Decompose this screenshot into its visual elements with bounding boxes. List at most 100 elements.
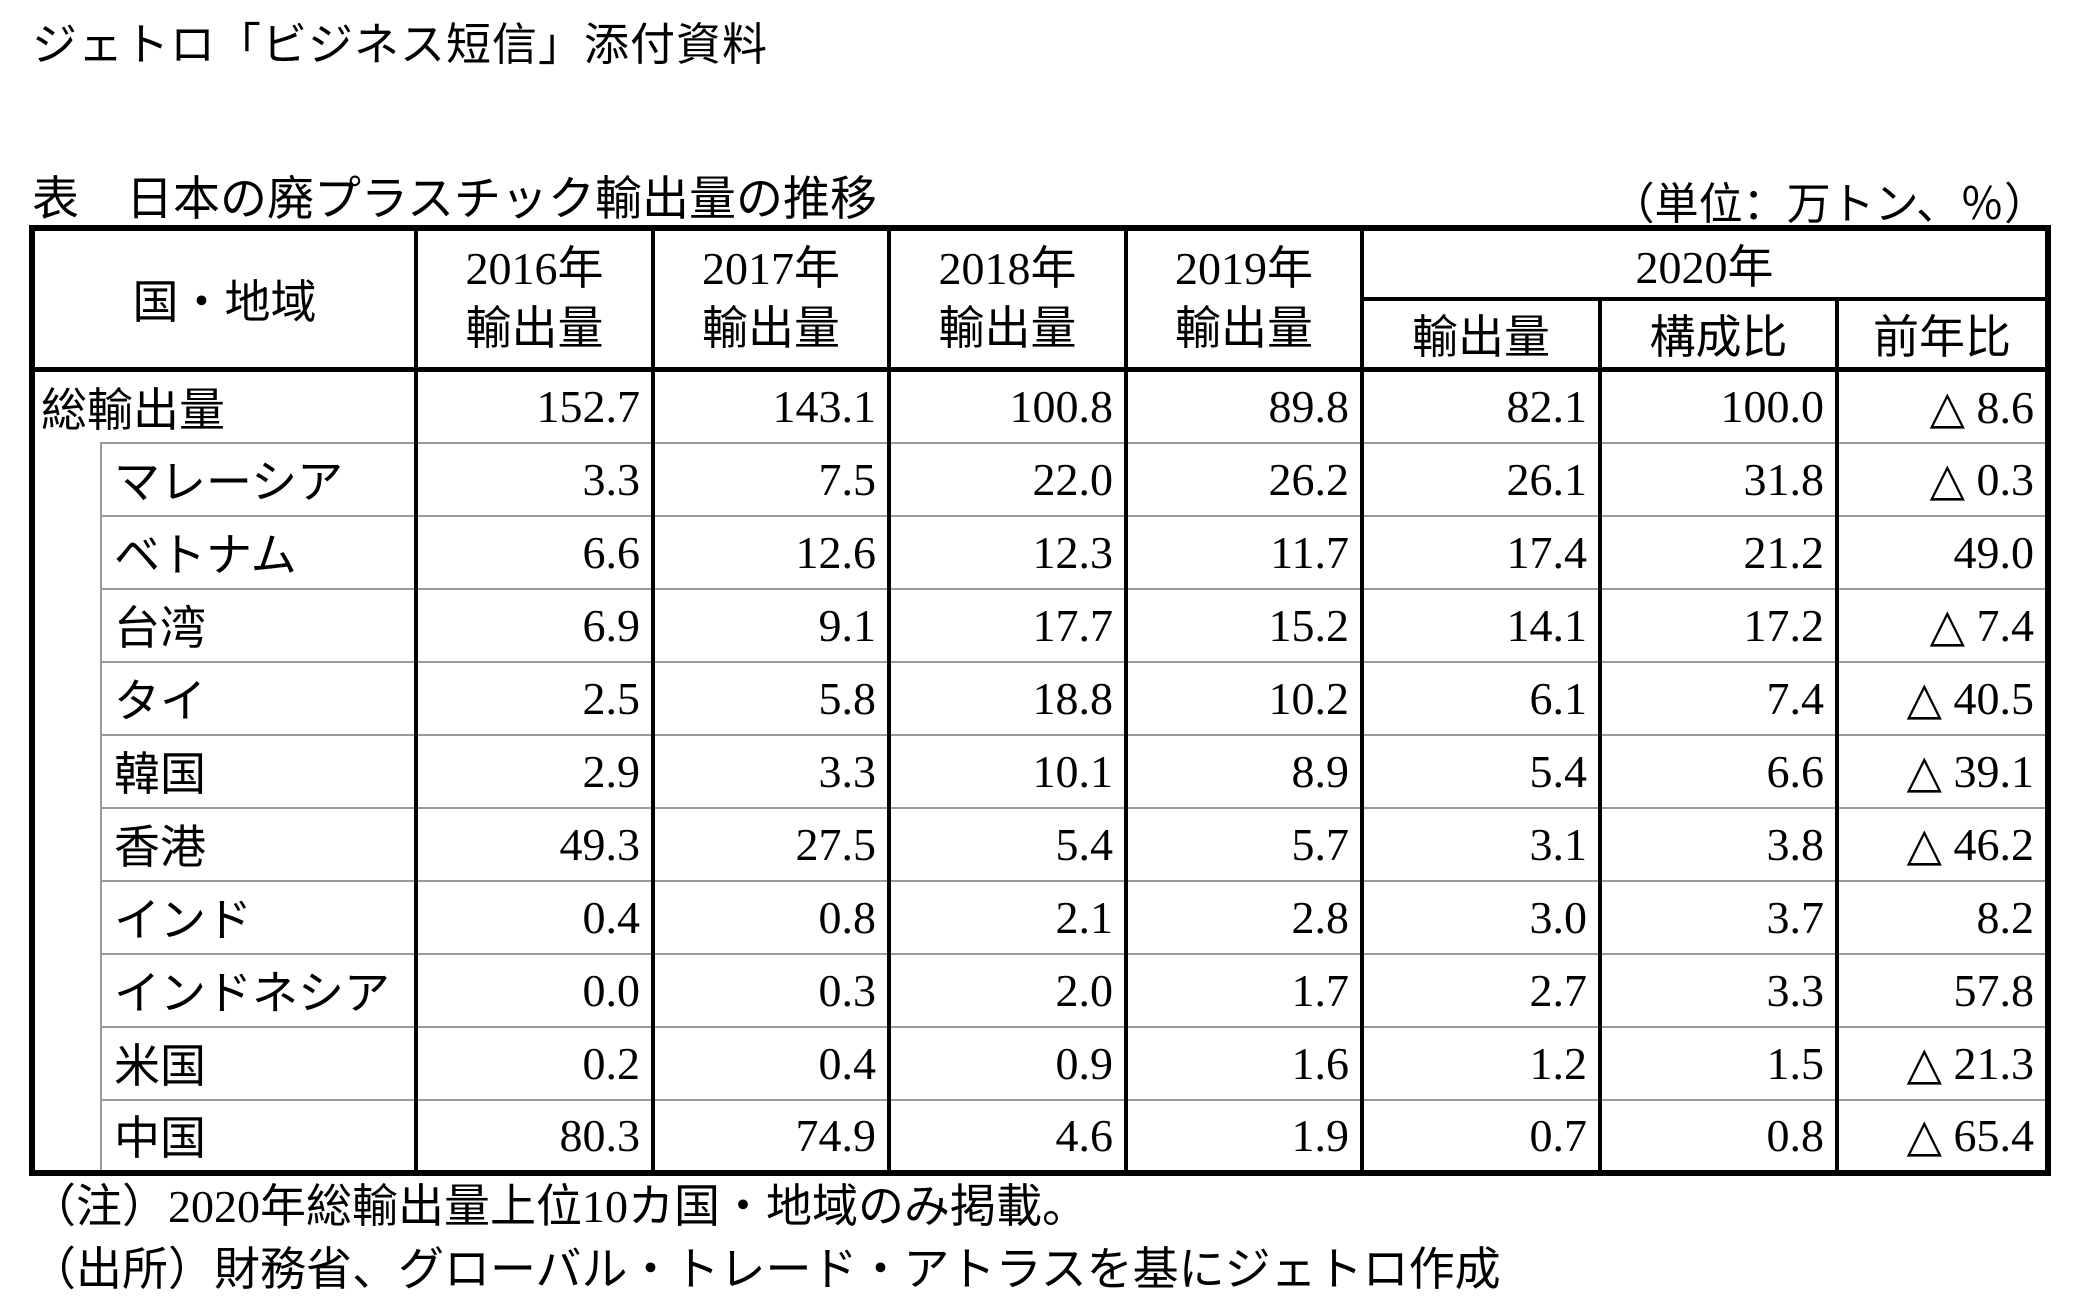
export-volume-table: 国・地域 2016年 輸出量 2017年 輸出量 2018年 輸出量 2019年…	[29, 225, 2051, 1176]
header-row-1: 国・地域 2016年 輸出量 2017年 輸出量 2018年 輸出量 2019年…	[32, 228, 2048, 372]
cell-value: 6.1	[1360, 660, 1600, 735]
row-label: 中国	[100, 1098, 416, 1173]
row-label: タイ	[100, 660, 416, 735]
cell-value: 17.4	[1360, 514, 1600, 589]
cell-value: 0.7	[1360, 1098, 1600, 1173]
cell-value: 1.7	[1124, 952, 1362, 1027]
cell-value: 6.6	[414, 514, 653, 589]
row-indent-cell	[32, 589, 101, 662]
cell-value: △ 40.5	[1835, 660, 2048, 735]
header-2018: 2018年 輸出量	[887, 228, 1126, 372]
row-indent-cell	[32, 954, 101, 1027]
cell-value: 2.1	[887, 879, 1126, 954]
cell-value: 1.2	[1360, 1025, 1600, 1100]
cell-value: 5.7	[1124, 806, 1362, 881]
cell-value: 18.8	[887, 660, 1126, 735]
cell-value: 8.9	[1124, 733, 1362, 808]
cell-value: 74.9	[651, 1098, 889, 1173]
row-indent-cell	[32, 443, 101, 516]
row-label: 総輸出量	[41, 384, 225, 436]
row-label: インドネシア	[100, 952, 416, 1027]
cell-value: 3.1	[1360, 806, 1600, 881]
cell-value: 3.8	[1598, 806, 1837, 881]
header-2018-volume: 輸出量	[938, 303, 1077, 354]
cell-value: 4.6	[887, 1098, 1126, 1173]
table-title: 表 日本の廃プラスチック輸出量の推移	[32, 174, 878, 226]
table-row: 韓国 2.9 3.3 10.1 8.9 5.4 6.6 △ 39.1	[32, 733, 2048, 808]
cell-value: 11.7	[1124, 514, 1362, 589]
header-row-2: 輸出量 構成比 前年比	[32, 299, 2048, 372]
cell-value: △ 65.4	[1835, 1098, 2048, 1173]
row-indent-cell	[32, 881, 101, 954]
cell-value: 89.8	[1124, 369, 1362, 443]
cell-value: 100.0	[1598, 369, 1837, 443]
header-2017-year: 2017年	[702, 243, 840, 295]
table-row: 米国 0.2 0.4 0.9 1.6 1.2 1.5 △ 21.3	[32, 1025, 2048, 1100]
header-2019-volume: 輸出量	[1175, 303, 1313, 354]
header-2019-year: 2019年	[1175, 243, 1313, 295]
row-label: 韓国	[100, 733, 416, 808]
table-row: 台湾 6.9 9.1 17.7 15.2 14.1 17.2 △ 7.4	[32, 587, 2048, 662]
cell-value: △ 0.3	[1835, 441, 2048, 516]
row-label: マレーシア	[100, 441, 416, 516]
cell-value: △ 7.4	[1835, 587, 2048, 662]
cell-value: 2.8	[1124, 879, 1362, 954]
cell-value: 80.3	[414, 1098, 653, 1173]
header-2019: 2019年 輸出量	[1124, 228, 1362, 372]
table-row-total: 総輸出量 152.7 143.1 100.8 89.8 82.1 100.0 △…	[32, 369, 2048, 443]
cell-value: 10.2	[1124, 660, 1362, 735]
cell-value: 5.8	[651, 660, 889, 735]
cell-value: △ 21.3	[1835, 1025, 2048, 1100]
cell-value: 0.4	[651, 1025, 889, 1100]
cell-value: 3.0	[1360, 879, 1600, 954]
cell-value: 2.0	[887, 952, 1126, 1027]
header-2016: 2016年 輸出量	[414, 228, 653, 372]
cell-value: 3.3	[1598, 952, 1837, 1027]
row-label: インド	[100, 879, 416, 954]
cell-value: 0.3	[651, 952, 889, 1027]
cell-value: 22.0	[887, 441, 1126, 516]
cell-value: 8.2	[1835, 879, 2048, 954]
cell-value: 14.1	[1360, 587, 1600, 662]
table-source: （出所）財務省、グローバル・トレード・アトラスを基にジェトロ作成	[30, 1244, 1501, 1295]
cell-value: 0.4	[414, 879, 653, 954]
row-indent-cell	[32, 735, 101, 808]
table-row: インド 0.4 0.8 2.1 2.8 3.0 3.7 8.2	[32, 879, 2048, 954]
cell-value: △ 46.2	[1835, 806, 2048, 881]
cell-value: 82.1	[1360, 369, 1600, 443]
cell-value: 2.5	[414, 660, 653, 735]
cell-value: 0.8	[651, 879, 889, 954]
cell-value: 10.1	[887, 733, 1126, 808]
cell-value: 100.8	[887, 369, 1126, 443]
cell-value: 17.7	[887, 587, 1126, 662]
header-2020-volume: 輸出量	[1360, 299, 1600, 372]
row-indent-cell	[32, 808, 101, 881]
cell-value: 3.3	[651, 733, 889, 808]
table-row: マレーシア 3.3 7.5 22.0 26.2 26.1 31.8 △ 0.3	[32, 441, 2048, 516]
header-2020-group: 2020年	[1360, 228, 2048, 301]
cell-value: 17.2	[1598, 587, 1837, 662]
cell-value: 26.2	[1124, 441, 1362, 516]
table-row: 中国 80.3 74.9 4.6 1.9 0.7 0.8 △ 65.4	[32, 1098, 2048, 1173]
cell-value: 6.6	[1598, 733, 1837, 808]
cell-value: 1.5	[1598, 1025, 1837, 1100]
cell-value: △ 39.1	[1835, 733, 2048, 808]
document-title: ジェトロ「ビジネス短信」添付資料	[32, 20, 769, 70]
cell-value: 0.0	[414, 952, 653, 1027]
cell-value: 15.2	[1124, 587, 1362, 662]
row-indent-cell	[32, 662, 101, 735]
cell-value: 12.3	[887, 514, 1126, 589]
cell-value: 0.8	[1598, 1098, 1837, 1173]
header-2018-year: 2018年	[938, 243, 1077, 295]
cell-value: 27.5	[651, 806, 889, 881]
cell-value: 2.9	[414, 733, 653, 808]
table-row: インドネシア 0.0 0.3 2.0 1.7 2.7 3.3 57.8	[32, 952, 2048, 1027]
header-region: 国・地域	[32, 228, 416, 372]
header-2017-volume: 輸出量	[702, 303, 840, 354]
cell-value: 143.1	[651, 369, 889, 443]
cell-value: 5.4	[887, 806, 1126, 881]
row-indent-cell	[32, 1100, 101, 1173]
cell-value: 7.4	[1598, 660, 1837, 735]
cell-value: 9.1	[651, 587, 889, 662]
